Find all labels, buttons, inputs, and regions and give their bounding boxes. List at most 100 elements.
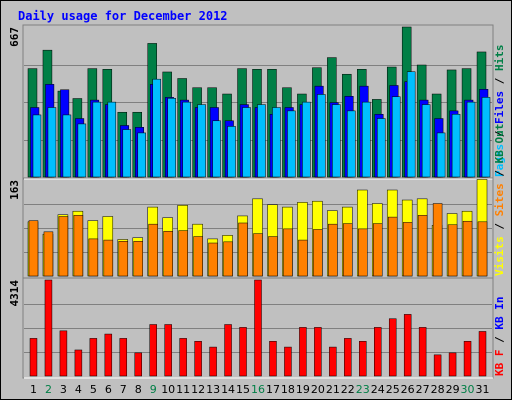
pages-bar-24-fill [377,118,386,178]
kbytes-panel-legend: KB F / KB In [493,297,506,377]
kbytes-bar-3 [59,330,68,377]
usage-panel-legend-item-1: Pages [493,144,506,177]
pages-bar-5-fill [92,101,102,178]
pages-bar-18-fill [287,110,296,178]
pages-bar-20 [317,94,326,178]
kbytes-bar-13 [209,346,217,377]
sites-bar-13 [208,242,218,277]
pages-bar-24 [377,118,386,178]
sites-bar-5-fill [88,238,99,277]
sites-bar-27-fill [417,215,428,277]
kbytes-bar-20 [314,327,322,377]
sites-bar-16 [253,233,263,277]
sites-bar-20-fill [313,229,323,277]
usage-panel-legend: Pages / Files / Hits [493,45,506,178]
pages-bar-29-fill [451,114,461,178]
pages-bar-29 [451,114,461,178]
kbytes-bar-23-fill [359,341,367,377]
kbytes-bar-7 [119,338,128,377]
visits-panel-legend-item-1: Visits [493,236,506,276]
day-label-15: 15 [236,383,250,396]
kbytes-bar-31-fill [478,331,487,377]
sites-bar-17 [268,236,278,277]
pages-bar-17-fill [272,107,281,178]
pages-bar-26 [406,71,416,178]
kbytes-bar-1 [29,338,38,377]
kbytes-bar-7-fill [119,338,128,377]
sites-bar-18 [283,228,293,277]
pages-bar-6 [107,101,117,178]
sites-bar-20 [313,229,323,277]
pages-bar-26-fill [406,71,416,178]
day-label-29: 29 [446,383,460,396]
pages-bar-17 [272,107,281,178]
pages-bar-27 [421,104,431,178]
kbytes-bar-4-fill [74,349,83,377]
sites-bar-3-fill [58,216,69,277]
kbytes-bar-15-fill [239,327,247,377]
kbytes-bar-31 [478,331,487,377]
kbytes-bar-9 [149,324,157,377]
kbytes-bar-11-fill [179,338,187,377]
sites-bar-25 [387,216,398,277]
pages-bar-10 [167,98,176,178]
pages-bar-21-fill [332,104,341,178]
pages-bar-22-fill [347,110,356,178]
day-label-5: 5 [90,383,97,396]
kbytes-bar-25 [388,318,397,377]
pages-bar-30-fill [466,101,476,178]
kbytes-bar-3-fill [59,330,68,377]
day-label-22: 22 [341,383,355,396]
pages-bar-9 [152,78,161,178]
sites-bar-17-fill [268,236,278,277]
sites-bar-28-fill [432,203,443,277]
pages-bar-3 [62,114,72,178]
kbytes-bar-14-fill [224,324,232,377]
sites-bar-8-fill [133,241,143,277]
pages-bar-15-fill [242,107,251,178]
sites-bar-10 [163,230,173,277]
pages-bar-18 [287,110,296,178]
kbytes-bar-6-fill [104,333,113,377]
kbytes-bar-9-fill [149,324,157,377]
day-label-28: 28 [431,383,445,396]
sites-bar-21 [328,223,338,277]
pages-bar-9-fill [152,78,161,178]
sites-bar-22-fill [343,223,353,277]
day-label-24: 24 [371,383,385,396]
day-label-2: 2 [45,383,52,396]
sites-bar-2 [43,231,54,277]
day-label-31: 31 [476,383,490,396]
kbytes-bar-26-fill [403,314,412,377]
pages-bar-7-fill [122,129,132,178]
kbytes-bar-18-fill [284,346,292,377]
kbytes-panel-max-label: 4314 [8,280,21,307]
sites-bar-19-fill [298,239,308,277]
sites-bar-15-fill [238,222,248,277]
kbytes-bar-26 [403,314,412,377]
sites-bar-26 [402,222,413,277]
kbytes-bar-28-fill [433,354,442,377]
sites-bar-14 [223,241,233,277]
sites-bar-28 [432,203,443,277]
pages-bar-4-fill [77,123,87,178]
day-label-12: 12 [191,383,205,396]
day-label-1: 1 [30,383,37,396]
day-label-17: 17 [266,383,280,396]
pages-bar-5 [92,101,102,178]
pages-bar-7 [122,129,132,178]
visits-panel-legend-separator-2: / [493,163,506,183]
day-label-27: 27 [416,383,430,396]
pages-bar-19 [302,101,311,178]
day-label-26: 26 [401,383,415,396]
day-label-30: 30 [461,383,475,396]
sites-bar-30-fill [462,220,473,277]
sites-bar-30 [462,220,473,277]
day-label-25: 25 [386,383,400,396]
kbytes-bar-2 [44,279,53,377]
visits-panel-legend: Visits / Sites / KB Out [493,124,506,276]
day-label-14: 14 [221,383,235,396]
pages-bar-12-fill [197,104,206,178]
day-label-18: 18 [281,383,295,396]
usage-panel-legend-separator-1: / [493,124,506,144]
